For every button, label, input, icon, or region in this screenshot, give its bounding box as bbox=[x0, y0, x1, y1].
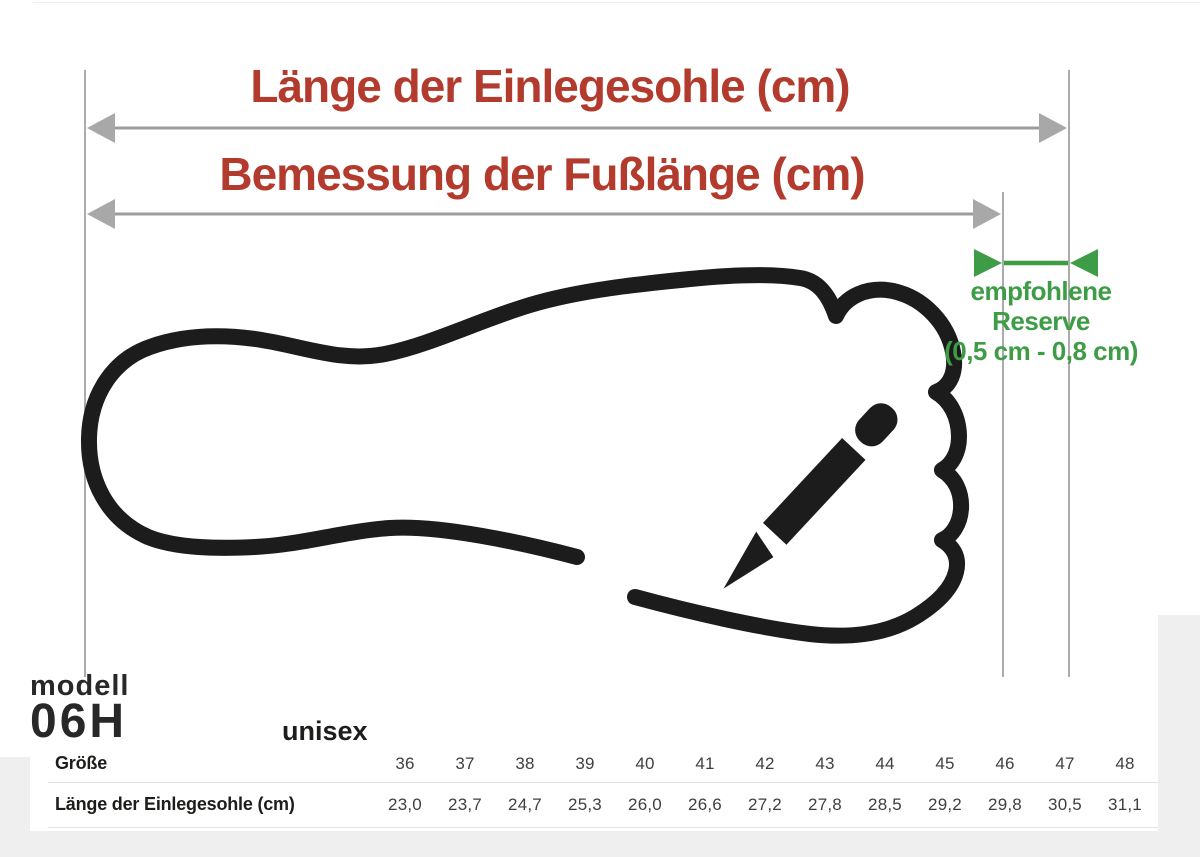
image-top-edge bbox=[33, 2, 1200, 3]
insole-length-value: 23,7 bbox=[448, 795, 482, 814]
foot-outline bbox=[80, 267, 970, 644]
reference-lines bbox=[84, 70, 1070, 677]
size-value: 46 bbox=[995, 754, 1015, 773]
insole-length-value: 28,5 bbox=[868, 795, 902, 814]
insole-length-arrow bbox=[87, 113, 1067, 143]
insole-length-value: 31,1 bbox=[1108, 795, 1142, 814]
image-right-margin bbox=[1158, 615, 1200, 857]
size-value: 38 bbox=[515, 754, 535, 773]
pencil-body bbox=[762, 438, 866, 545]
size-value: 41 bbox=[695, 754, 715, 773]
insole-length-value: 26,6 bbox=[688, 795, 722, 814]
model-code: 06H bbox=[30, 695, 128, 748]
model-label: modell bbox=[30, 670, 130, 702]
size-value: 43 bbox=[815, 754, 835, 773]
insole-length-value: 23,0 bbox=[388, 795, 422, 814]
size-row-values: 36 37 38 39 40 41 42 43 44 45 46 47 48 bbox=[375, 754, 1155, 774]
insole-length-value: 27,2 bbox=[748, 795, 782, 814]
insole-length-value: 25,3 bbox=[568, 795, 602, 814]
size-value: 44 bbox=[875, 754, 895, 773]
model-block: modell 06H bbox=[30, 670, 130, 748]
size-value: 42 bbox=[755, 754, 775, 773]
size-value: 45 bbox=[935, 754, 955, 773]
reserve-note-line2: Reserve bbox=[992, 306, 1090, 336]
arrowhead-right-icon bbox=[1039, 113, 1067, 143]
insole-length-title: Länge der Einlegesohle (cm) bbox=[250, 60, 850, 112]
size-value: 47 bbox=[1055, 754, 1075, 773]
reserve-arrowhead-left-icon bbox=[974, 249, 1002, 277]
arrowhead-right-icon bbox=[973, 199, 1001, 229]
reserve-indicator bbox=[974, 249, 1098, 277]
size-value: 37 bbox=[455, 754, 475, 773]
image-bottom-margin bbox=[0, 831, 1200, 857]
table-divider bbox=[48, 827, 1160, 828]
table-divider bbox=[48, 782, 1160, 783]
arrowhead-left-icon bbox=[87, 199, 115, 229]
reserve-note-line1: empfohlene bbox=[970, 276, 1112, 306]
reserve-note: empfohlene Reserve (0,5 cm - 0,8 cm) bbox=[921, 276, 1161, 366]
insole-length-value: 29,2 bbox=[928, 795, 962, 814]
insole-length-value: 29,8 bbox=[988, 795, 1022, 814]
gender-label: unisex bbox=[282, 716, 368, 746]
size-value: 48 bbox=[1115, 754, 1135, 773]
foot-length-title: Bemessung der Fußlänge (cm) bbox=[219, 148, 865, 200]
size-value: 39 bbox=[575, 754, 595, 773]
pencil-tip bbox=[723, 531, 774, 589]
size-value: 36 bbox=[395, 754, 415, 773]
size-row-label: Größe bbox=[55, 753, 108, 773]
foot-length-arrow bbox=[87, 199, 1001, 229]
pencil-eraser bbox=[855, 403, 898, 447]
reserve-note-line3: (0,5 cm - 0,8 cm) bbox=[944, 336, 1138, 366]
reserve-arrowhead-right-icon bbox=[1070, 249, 1098, 277]
insole-length-value: 24,7 bbox=[508, 795, 542, 814]
pencil-icon bbox=[723, 403, 898, 589]
insole-row-label: Länge der Einlegesohle (cm) bbox=[55, 794, 295, 814]
size-value: 40 bbox=[635, 754, 655, 773]
insole-length-value: 26,0 bbox=[628, 795, 662, 814]
insole-row-values: 23,0 23,7 24,7 25,3 26,0 26,6 27,2 27,8 … bbox=[375, 795, 1155, 815]
insole-length-value: 30,5 bbox=[1048, 795, 1082, 814]
insole-length-value: 27,8 bbox=[808, 795, 842, 814]
arrowhead-left-icon bbox=[87, 113, 115, 143]
